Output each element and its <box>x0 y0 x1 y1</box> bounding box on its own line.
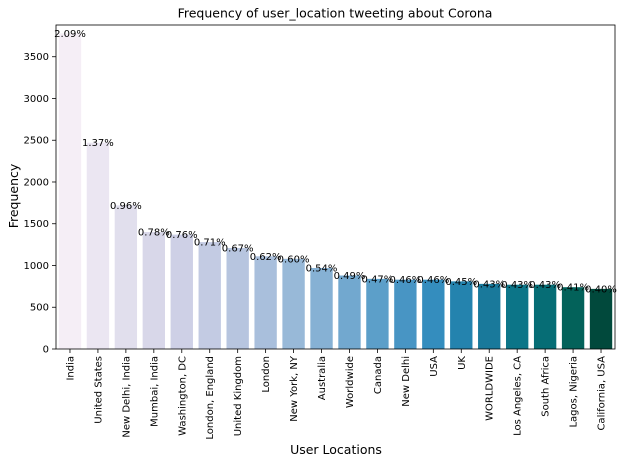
bar-new-delhi-india <box>114 205 138 349</box>
x-tick-label-united-states: United States <box>93 356 104 424</box>
x-tick-label-london-england: London, England <box>205 356 216 440</box>
bar-london-england <box>198 242 221 349</box>
percent-label: 0.41% <box>557 283 589 294</box>
bar-los-angeles-ca <box>505 284 529 349</box>
y-tick-label: 2000 <box>24 177 49 188</box>
bar-south-africa <box>533 284 557 349</box>
bar-usa <box>422 279 445 349</box>
percent-label: 0.40% <box>585 284 617 295</box>
x-tick-label-new-york-ny: New York, NY <box>289 355 300 422</box>
bar-worldwide <box>478 283 501 349</box>
percent-label: 0.45% <box>445 277 477 288</box>
percent-label: 0.46% <box>417 275 449 286</box>
x-tick-label-canada: Canada <box>373 356 384 394</box>
x-axis: India United States New Delhi, India Mumbai… <box>65 349 608 440</box>
bar-united-kingdom <box>226 247 249 349</box>
x-tick-label-london: London <box>261 356 272 393</box>
bar-united-states <box>86 142 110 349</box>
x-tick-label-california-usa: California, USA <box>597 356 608 431</box>
percent-labels: 2.09% 1.37% 0.96% 0.78%0.76%0.71%0.67%0.62%… <box>54 29 617 296</box>
percent-label: 0.78% <box>138 228 170 239</box>
y-tick-label: 3500 <box>24 52 49 63</box>
bar-washington-dc <box>170 234 193 349</box>
bar-california-usa <box>589 288 613 349</box>
y-tick-label: 2500 <box>24 136 49 147</box>
x-tick-label-usa: USA <box>429 356 440 377</box>
bar-india <box>58 33 82 349</box>
y-axis: 0 500 1000 1500 2000 2500 3000 3500 <box>24 52 56 356</box>
plot-frame <box>55 24 616 350</box>
percent-label: 0.67% <box>222 243 254 254</box>
x-tick-label-south-africa: South Africa <box>541 356 552 417</box>
percent-label: 0.96% <box>110 201 142 212</box>
x-tick-label-india: India <box>65 356 76 381</box>
x-tick-label-washington-dc: Washington, DC <box>177 356 188 436</box>
chart-title: Frequency of user_location tweeting abou… <box>178 6 493 21</box>
bar-australia <box>310 268 333 349</box>
x-tick-label-new-delhi-india: New Delhi, India <box>121 356 132 438</box>
bar-worldwide <box>338 275 361 349</box>
x-tick-label-united-kingdom: United Kingdom <box>233 356 244 436</box>
percent-label: 2.09% <box>54 29 86 40</box>
percent-label: 0.49% <box>334 271 366 282</box>
bar-london <box>254 256 277 349</box>
y-tick-label: 3000 <box>24 94 49 105</box>
x-tick-label-worldwide: WORLDWIDE <box>485 356 496 421</box>
percent-label: 0.43% <box>501 280 533 291</box>
y-tick-label: 1000 <box>24 261 49 272</box>
y-tick-label: 500 <box>30 303 49 314</box>
percent-label: 0.43% <box>473 279 505 290</box>
bar-canada <box>366 278 389 349</box>
bar-mumbai-india <box>142 232 166 349</box>
bar-new-delhi <box>394 279 417 349</box>
x-tick-label-australia: Australia <box>317 356 328 400</box>
y-axis-label: Frequency <box>6 163 21 228</box>
percent-label: 1.37% <box>82 138 114 149</box>
x-tick-label-new-delhi: New Delhi <box>401 356 412 407</box>
percent-label: 0.71% <box>194 238 226 249</box>
x-tick-label-lagos-nigeria: Lagos, Nigeria <box>569 356 580 428</box>
percent-label: 0.47% <box>362 274 394 285</box>
percent-label: 0.46% <box>389 275 421 286</box>
y-tick-label: 0 <box>43 345 49 356</box>
x-tick-label-uk: UK <box>457 356 468 370</box>
bar-lagos-nigeria <box>561 287 585 349</box>
x-tick-label-worldwide: Worldwide <box>345 356 356 408</box>
bar-uk <box>450 281 473 349</box>
x-tick-label-mumbai-india: Mumbai, India <box>149 356 160 427</box>
bar-new-york-ny <box>282 258 305 349</box>
x-axis-label: User Locations <box>290 442 382 457</box>
y-tick-label: 1500 <box>24 219 49 230</box>
percent-label: 0.76% <box>166 230 198 241</box>
bars-group <box>58 33 613 349</box>
percent-label: 0.43% <box>529 280 561 291</box>
percent-label: 0.60% <box>278 254 310 265</box>
percent-label: 0.62% <box>250 252 282 263</box>
x-tick-label-los-angeles-ca: Los Angeles, CA <box>513 356 524 436</box>
percent-label: 0.54% <box>306 264 338 275</box>
